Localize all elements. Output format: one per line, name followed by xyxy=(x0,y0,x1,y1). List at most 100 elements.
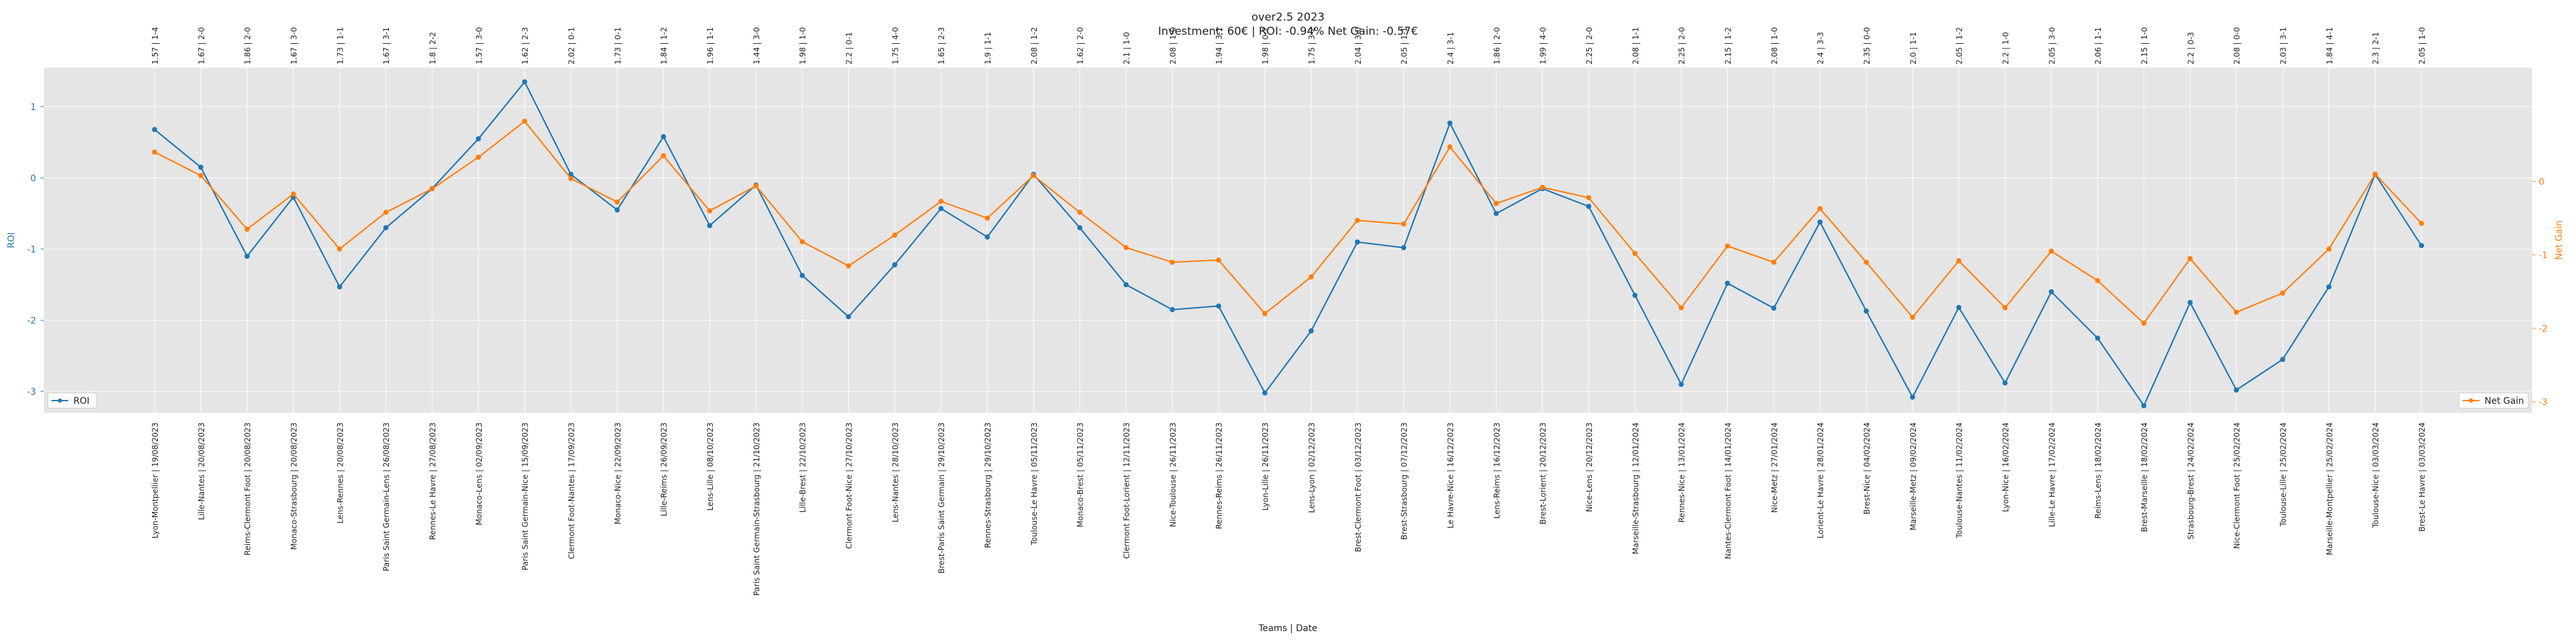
top-annotation-label: 1.73 | 1-1 xyxy=(336,27,345,64)
x-tick-label: Monaco-Strasbourg | 20/08/2023 xyxy=(290,422,299,550)
legend-roi: ROI xyxy=(47,392,97,409)
net-gain-point xyxy=(475,155,481,160)
net-gain-point xyxy=(1956,258,1962,263)
top-annotation-label: 2.08 | 1-0 xyxy=(1770,27,1779,64)
x-tick-label: Paris Saint Germain-Nice | 15/09/2023 xyxy=(521,422,530,571)
x-tick-label: Brest-Le Havre | 03/03/2024 xyxy=(2418,422,2427,532)
x-tick-label: Rennes-Nice | 13/01/2024 xyxy=(1678,422,1687,522)
net-gain-point xyxy=(152,149,157,155)
y-axis-label-right: Net Gain xyxy=(2554,220,2564,260)
top-annotation-label: 1.96 | 1-1 xyxy=(706,27,715,64)
legend-roi-label: ROI xyxy=(73,396,90,406)
roi-point xyxy=(1077,225,1083,231)
x-tick-label: Le Havre-Nice | 16/12/2023 xyxy=(1446,422,1455,529)
roi-point xyxy=(2141,402,2146,408)
net-gain-point xyxy=(522,118,527,124)
roi-line xyxy=(154,80,2422,407)
x-tick-label: Clermont Foot-Lorient | 12/11/2023 xyxy=(1122,422,1132,559)
top-annotation-label: 1.84 | 1-2 xyxy=(659,27,668,64)
net-gain-point xyxy=(1493,200,1499,206)
x-tick-label: Nice-Clermont Foot | 25/02/2024 xyxy=(2233,422,2242,549)
x-tick-label: Lens-Lille | 08/10/2023 xyxy=(706,422,715,511)
x-tick-label: Brest-Marseille | 18/02/2024 xyxy=(2140,422,2149,532)
net-gain-point xyxy=(568,176,574,182)
x-tick-label: Lens-Nantes | 28/10/2023 xyxy=(891,422,900,522)
top-annotations: 1.57 | 1-4 1.67 | 2-0 1.86 | 2-0 1.67 | 3-0… xyxy=(151,27,2427,64)
net-gain-point xyxy=(337,246,343,252)
legend-net-gain-box xyxy=(2458,392,2529,409)
roi-point xyxy=(1401,245,1406,251)
roi-point xyxy=(2280,357,2286,363)
roi-point xyxy=(1956,305,1962,310)
net-gain-point xyxy=(2280,290,2286,296)
x-tick-label: Marseille-Strasbourg | 12/01/2024 xyxy=(1631,422,1640,554)
x-tick-label: Brest-Nice | 04/02/2024 xyxy=(1862,422,1871,515)
x-axis-label: Teams | Date xyxy=(1258,623,1317,634)
left-tick-label: -2 xyxy=(27,316,36,326)
roi-point xyxy=(661,134,667,140)
x-tick-label: Brest-Paris Saint Germain | 29/10/2023 xyxy=(937,422,946,574)
net-gain-point xyxy=(1216,257,1222,263)
net-gain-point xyxy=(1678,305,1684,310)
x-tick-label: Lille-Reims | 26/09/2023 xyxy=(659,422,668,516)
net-gain-point xyxy=(2326,246,2332,252)
x-tick-label: Lille-Brest | 22/10/2023 xyxy=(799,422,808,513)
x-tick-label: Toulouse-Nice | 03/03/2024 xyxy=(2371,422,2380,529)
top-annotation-label: 2.3 | 2-1 xyxy=(2371,32,2380,64)
net-gain-point xyxy=(383,209,389,215)
x-axis-tick-labels: Lyon-Montpellier | 19/08/2023 Lille-Nante… xyxy=(151,422,2427,596)
top-annotation-label: 2.08 | 0-0 xyxy=(2233,27,2242,64)
gridlines xyxy=(44,68,2532,413)
net-gain-point xyxy=(2049,249,2054,254)
legend-roi-marker xyxy=(57,398,62,403)
roi-point xyxy=(383,225,389,231)
x-tick-label: Brest-Strasbourg | 07/12/2023 xyxy=(1400,422,1409,540)
top-annotation-label: 1.75 | 3-2 xyxy=(1307,27,1316,64)
net-gain-point xyxy=(2141,320,2146,326)
right-tick-label: -1 xyxy=(2539,251,2548,261)
roi-point xyxy=(1771,305,1777,311)
net-gain-point xyxy=(1909,314,1915,320)
top-annotation-label: 1.65 | 2-3 xyxy=(937,27,946,64)
net-gain-point xyxy=(985,215,990,221)
x-tick-label: Rennes-Strasbourg | 29/10/2023 xyxy=(983,422,992,548)
roi-point xyxy=(1216,303,1222,309)
roi-point xyxy=(2187,299,2193,305)
x-tick-label: Marseille-Metz | 09/02/2024 xyxy=(1909,422,1918,531)
roi-point xyxy=(2049,289,2054,295)
x-tick-label: Brest-Lorient | 20/12/2023 xyxy=(1539,422,1548,524)
top-annotation-label: 2.2 | 1-0 xyxy=(2001,32,2010,64)
roi-point xyxy=(1123,282,1129,288)
legend-net-gain: Net Gain xyxy=(2458,392,2529,409)
top-annotation-label: 2.05 | 1-1 xyxy=(1400,27,1409,64)
net-gain-point xyxy=(2419,220,2424,226)
top-annotation-label: 2.05 | 1-2 xyxy=(1955,27,1964,64)
net-gain-point xyxy=(244,226,250,232)
x-tick-label: Lille-Le Havre | 17/02/2024 xyxy=(2047,422,2056,527)
roi-point xyxy=(846,314,851,319)
top-annotation-label: 1.8 | 2-2 xyxy=(428,32,437,64)
roi-point xyxy=(2419,243,2424,249)
x-tick-label: Brest-Clermont Foot | 03/12/2023 xyxy=(1354,422,1363,552)
roi-point xyxy=(1678,381,1684,387)
top-annotation-label: 2.02 | 0-1 xyxy=(567,27,576,64)
right-axis-ticks: -3 -2 -1 0 xyxy=(2532,177,2548,408)
left-axis-ticks: -3 -2 -1 0 1 xyxy=(27,102,44,397)
net-gain-point xyxy=(1817,205,1823,211)
net-gain-point xyxy=(799,239,805,245)
x-tick-label: Toulouse-Nantes | 11/02/2024 xyxy=(1955,422,1964,539)
top-annotation-label: 2.2 | 0-3 xyxy=(2186,32,2195,64)
x-tick-label: Lyon-Lille | 26/11/2023 xyxy=(1261,422,1270,511)
top-annotation-label: 2.1 | 1-0 xyxy=(1122,32,1132,64)
top-annotation-label: 2.2 | 0-1 xyxy=(845,32,854,64)
roi-point xyxy=(475,136,481,142)
x-tick-label: Toulouse-Lille | 25/02/2024 xyxy=(2278,422,2287,527)
x-tick-label: Clermont Foot-Nantes | 17/09/2023 xyxy=(567,422,576,559)
x-tick-label: Rennes-Reims | 26/11/2023 xyxy=(1215,422,1224,529)
net-gain-point xyxy=(1030,173,1036,178)
top-annotation-label: 1.98 | 0-2 xyxy=(1261,27,1270,64)
x-tick-label: Nice-Metz | 27/01/2024 xyxy=(1770,422,1779,513)
net-gain-point xyxy=(290,191,296,197)
net-gain-point xyxy=(753,183,759,189)
top-annotation-label: 2.04 | 3-0 xyxy=(1354,27,1363,64)
